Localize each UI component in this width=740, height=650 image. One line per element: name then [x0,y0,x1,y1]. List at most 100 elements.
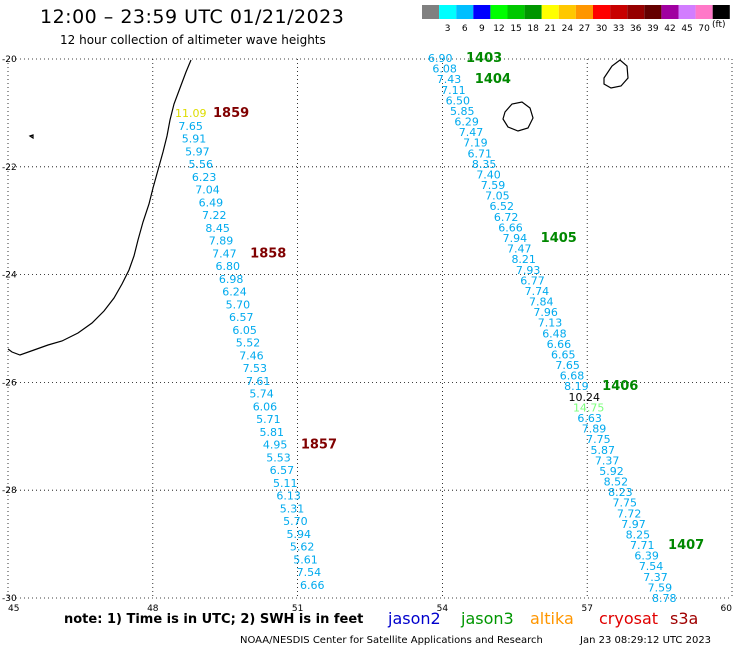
track-time-label: 1407 [668,538,704,553]
lat-tick-label: -20 [2,55,17,65]
lat-tick-label: -28 [2,486,17,496]
wave-height-value: 7.93 [516,264,541,277]
wave-height-value: 5.70 [226,298,251,311]
wave-height-value: 7.84 [529,296,554,309]
wave-height-value: 6.13 [276,490,301,503]
page-subtitle: 12 hour collection of altimeter wave hei… [60,33,326,47]
lat-tick-label: -26 [2,378,17,388]
wave-height-value: 5.31 [280,502,305,515]
scale-label: 21 [545,24,556,34]
scale-swatch [695,5,713,19]
wave-height-value: 6.98 [219,273,244,286]
wave-height-value: 5.56 [189,158,214,171]
lon-tick-label: 57 [581,604,592,614]
wave-height-map: 45 48 51 54 57 60-20-22-24-26-28-30 11.097.65… [2,51,733,614]
scale-label: 36 [630,24,642,34]
wave-height-value: 6.50 [446,94,471,107]
wave-height-value: 7.54 [639,560,664,573]
wave-height-value: 5.94 [286,528,311,541]
wave-height-value: 7.61 [246,375,271,388]
scale-swatch [593,5,611,19]
scale-label: 24 [562,24,574,34]
wave-height-value: 6.63 [577,412,602,425]
scale-swatch [541,5,559,19]
wave-height-value: 6.66 [300,579,325,592]
wave-height-value: 6.66 [498,221,523,234]
wave-height-value: 7.05 [485,190,510,203]
wave-height-value: 8.25 [626,528,651,541]
page-title: 12:00 – 23:59 UTC 01/21/2023 [40,6,345,28]
wave-height-value: 5.62 [290,541,315,554]
wave-height-value: 5.53 [266,451,291,464]
mauritius-island [603,59,629,89]
scale-label: 30 [596,24,608,34]
wave-height-value: 7.47 [212,247,237,260]
wave-height-value: 7.19 [463,137,488,150]
track-time-label: 1858 [250,246,286,261]
wave-height-value: 7.75 [612,497,637,510]
wave-height-value: 7.40 [476,168,501,181]
satellite-legend-s3a: s3a [670,609,699,628]
lon-tick-label: 48 [147,604,159,614]
wave-height-value: 8.35 [472,158,497,171]
footer-note: note: 1) Time is in UTC; 2) SWH is in fe… [64,612,364,627]
color-scale: 3 6 9 12 15 18 21 24 27 30 33 36 39 42 45 70 [422,5,730,34]
lon-tick-label: 45 [8,604,19,614]
scale-swatch [473,5,491,19]
wave-height-value: 6.52 [489,200,514,213]
lat-tick-label: -24 [2,271,17,281]
wave-height-value: 11.09 [175,107,207,120]
wave-height-value: 6.06 [253,400,278,413]
scale-swatch [627,5,645,19]
reunion-island [502,101,534,132]
scale-label: 18 [527,24,539,34]
wave-height-value: 6.68 [560,370,585,383]
wave-height-value: 6.39 [634,550,659,563]
wave-height-value: 7.59 [481,179,506,192]
track-time-label: 1857 [301,438,337,453]
scale-label: 33 [613,24,624,34]
wave-height-value: 7.13 [538,317,563,330]
grid-lines [7,58,733,599]
wave-height-value: 7.94 [503,232,527,245]
scale-label: 9 [479,24,485,34]
scale-swatch [558,5,576,19]
wave-height-value: 6.90 [428,52,453,65]
scale-swatch [507,5,525,19]
track-time-label: 1405 [541,231,577,246]
wave-height-value: 6.05 [232,324,257,337]
wave-height-value: 7.46 [239,349,264,362]
scale-swatch [678,5,696,19]
lat-tick-label: -22 [2,163,17,173]
scale-label: 70 [698,24,710,34]
wave-height-value: 5.11 [273,477,298,490]
track-time-label: 1403 [466,51,502,66]
color-scale-unit: (ft) [712,20,726,30]
wave-height-value: 7.65 [178,120,203,133]
wave-height-value: 7.11 [441,84,466,97]
scale-swatch [644,5,662,19]
wave-height-value: 5.85 [450,105,475,118]
satellite-legend-cryosat: cryosat [599,609,659,628]
wave-height-value: 7.37 [643,571,668,584]
wave-height-value: 6.48 [542,327,567,340]
wave-height-value: 5.70 [283,515,308,528]
wave-height-value: 7.59 [648,581,673,594]
wave-height-value: 10.24 [569,391,601,404]
wave-height-value: 5.61 [293,553,318,566]
wave-height-value: 6.80 [216,260,241,273]
lon-tick-label: 54 [437,604,449,614]
scale-label: 45 [681,24,692,34]
wave-height-value: 7.89 [209,235,234,248]
wave-height-value: 7.22 [202,209,227,222]
footer-timestamp: Jan 23 08:29:12 UTC 2023 [580,635,712,646]
track-time-label: 1859 [213,106,249,121]
wave-height-value: 7.75 [586,433,611,446]
wave-height-value: 6.77 [520,274,545,287]
wave-height-value: 6.08 [432,63,457,76]
scale-swatch [712,5,730,19]
wave-height-value: 6.57 [229,311,254,324]
wave-height-value: 6.65 [551,348,576,361]
track-time-label: 1404 [475,72,511,87]
footer-credit: NOAA/NESDIS Center for Satellite Applica… [240,635,543,646]
